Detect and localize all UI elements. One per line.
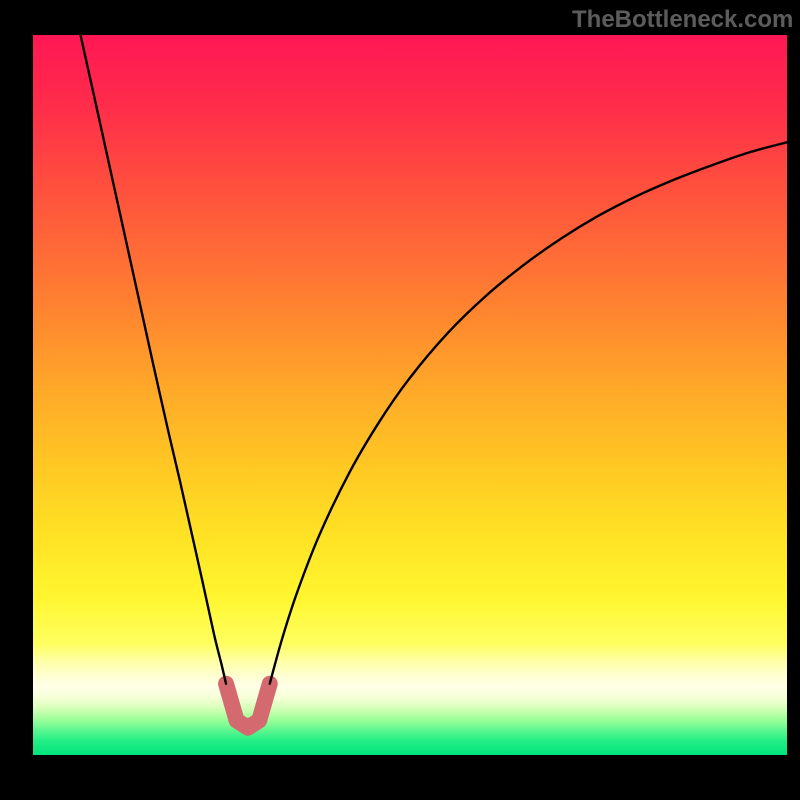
watermark-text: TheBottleneck.com	[572, 6, 793, 34]
chart-svg	[33, 35, 787, 755]
plot-area	[33, 35, 787, 755]
gradient-background	[33, 35, 787, 755]
